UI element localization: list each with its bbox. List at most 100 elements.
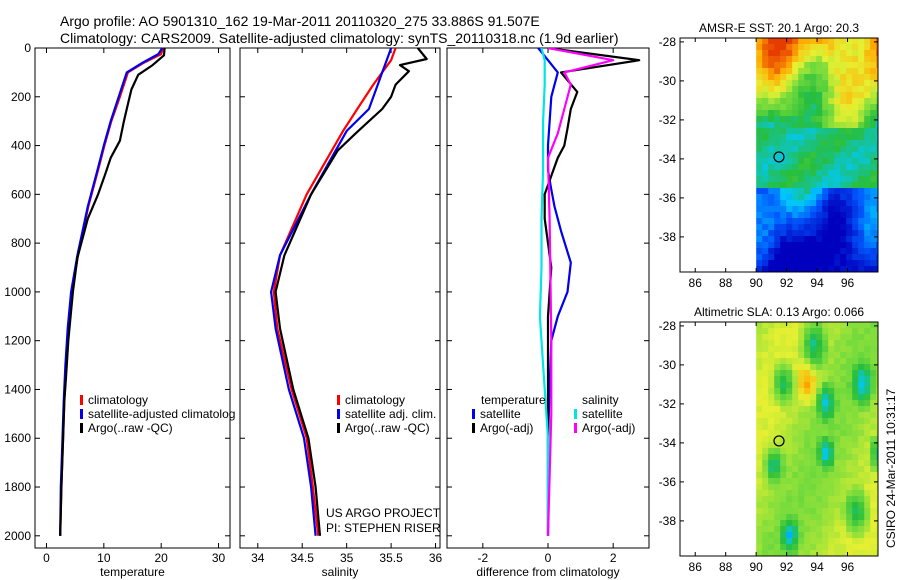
map-cell — [804, 322, 811, 329]
series-line-2 — [543, 48, 641, 536]
map-cell — [822, 388, 829, 395]
map-cell — [786, 158, 793, 165]
legend-group-salinity: salinity — [582, 393, 619, 407]
map-cell — [846, 502, 853, 509]
map-cell — [834, 254, 841, 261]
map-cell — [780, 334, 787, 341]
legend-label: satellite-adjusted climatolog — [88, 407, 235, 421]
map-cell — [834, 532, 841, 539]
map-cell — [798, 164, 805, 171]
map-cell — [846, 242, 853, 249]
map-cell — [834, 218, 841, 225]
map-cell — [822, 418, 829, 425]
legend-label: climatology — [345, 393, 405, 407]
map-cell — [768, 388, 775, 395]
map-cell — [792, 352, 799, 359]
legend-swatch — [80, 423, 83, 433]
map-cell — [840, 322, 847, 329]
map-cell — [858, 134, 865, 141]
map-cell — [864, 44, 871, 51]
map-cell — [810, 176, 817, 183]
map-cell — [792, 266, 799, 272]
map-cell — [780, 182, 787, 189]
map-cell — [804, 38, 811, 45]
map-cell — [774, 328, 781, 335]
map-cell — [756, 328, 763, 335]
map-cell — [834, 80, 841, 87]
map-cell — [798, 328, 805, 335]
map-cell — [846, 496, 853, 503]
map-cell — [864, 526, 871, 533]
legend-label: Argo(..raw -QC) — [88, 421, 173, 435]
map-cell — [876, 454, 878, 461]
map-cell — [756, 436, 763, 443]
series-group — [537, 48, 641, 536]
map-cell — [792, 122, 799, 129]
map-cell — [756, 352, 763, 359]
map-cell — [792, 328, 799, 335]
map-cell — [840, 266, 847, 272]
map-cell — [792, 466, 799, 473]
map-cell — [828, 478, 835, 485]
map-cell — [870, 134, 877, 141]
map-cell — [780, 110, 787, 117]
map-cell — [816, 508, 823, 515]
map-cell — [834, 92, 841, 99]
map-cell — [870, 62, 877, 69]
map-cell — [756, 382, 763, 389]
map-cell — [858, 80, 865, 87]
map-cell — [822, 212, 829, 219]
map-cell — [780, 376, 787, 383]
map-cell — [762, 74, 769, 81]
map-cell — [774, 388, 781, 395]
map-cell — [780, 38, 787, 45]
map-cell — [828, 260, 835, 267]
map-cell — [852, 376, 859, 383]
map-cell — [798, 128, 805, 135]
map-cell — [810, 266, 817, 272]
map-cell — [762, 442, 769, 449]
map-cell — [834, 502, 841, 509]
legend-label: satellite — [480, 407, 521, 421]
map-cell — [804, 212, 811, 219]
map-cell — [762, 86, 769, 93]
map-cell — [810, 80, 817, 87]
map-cell — [876, 170, 878, 177]
map-cell — [864, 550, 871, 556]
map-cell — [780, 424, 787, 431]
map-cell — [768, 430, 775, 437]
map-cell — [816, 370, 823, 377]
map-cell — [756, 80, 763, 87]
map-cell — [864, 260, 871, 267]
map-cell — [846, 98, 853, 105]
map-cell — [804, 170, 811, 177]
map-cell — [798, 44, 805, 51]
map-cell — [870, 98, 877, 105]
map-cell — [798, 334, 805, 341]
map-cell — [768, 68, 775, 75]
map-cell — [798, 394, 805, 401]
map-cell — [864, 122, 871, 129]
map-x-tick-label: 92 — [780, 560, 794, 574]
map-cell — [786, 218, 793, 225]
map-cell — [846, 550, 853, 556]
map-cell — [858, 212, 865, 219]
map-cell — [876, 242, 878, 249]
map-cell — [774, 134, 781, 141]
map-cell — [852, 502, 859, 509]
map-cell — [852, 322, 859, 329]
map-cell — [834, 394, 841, 401]
map-cell — [870, 526, 877, 533]
map-cell — [798, 544, 805, 551]
map-cell — [780, 158, 787, 165]
map-cell — [768, 382, 775, 389]
map-cell — [816, 104, 823, 111]
map-cell — [822, 514, 829, 521]
map-cell — [756, 490, 763, 497]
map-cell — [864, 194, 871, 201]
map-cell — [840, 212, 847, 219]
x-axis-label: temperature — [100, 565, 165, 579]
map-cell — [834, 134, 841, 141]
map-cell — [804, 418, 811, 425]
map-cell — [768, 322, 775, 329]
